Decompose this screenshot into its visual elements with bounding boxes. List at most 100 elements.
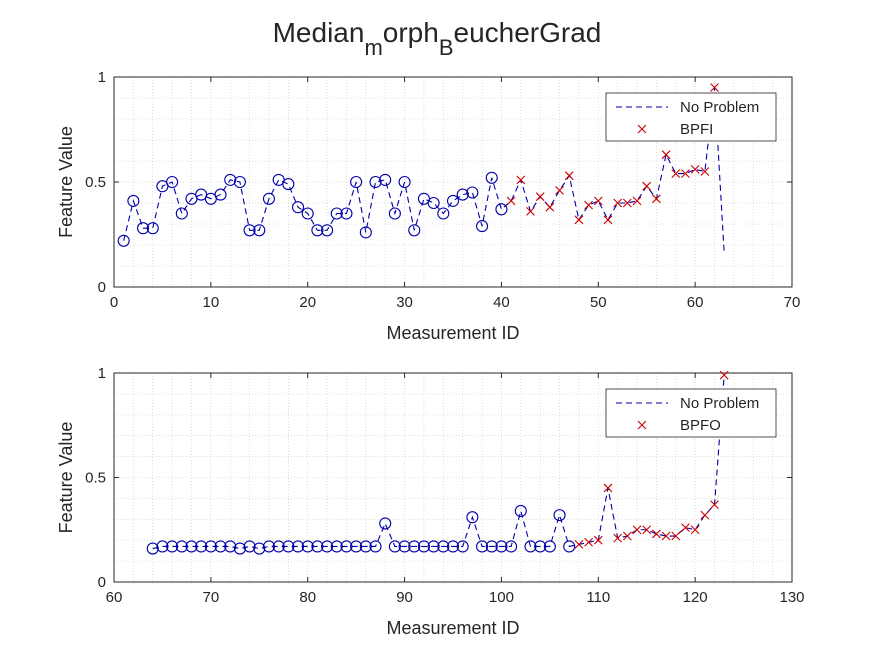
x-tick-label: 90 <box>396 589 413 606</box>
y-tick-label: 0 <box>98 279 106 296</box>
y-axis-label: Feature Value <box>56 126 76 238</box>
x-tick-label: 50 <box>590 294 607 311</box>
data-point-no-problem <box>408 224 421 237</box>
data-point-no-problem <box>485 171 498 184</box>
title-subscript: B <box>439 35 454 60</box>
data-point-bpfi <box>584 200 593 210</box>
x-tick-label: 130 <box>779 589 804 606</box>
data-point-bpfi <box>555 186 564 195</box>
data-point-no-problem <box>466 186 479 199</box>
data-point-no-problem <box>301 540 314 553</box>
data-point-no-problem <box>427 196 440 210</box>
data-point-no-problem <box>233 542 246 555</box>
data-point-bpfi <box>710 83 719 92</box>
data-point-no-problem <box>185 540 198 553</box>
figure-title: MedianmorphBeucherGrad <box>273 17 602 60</box>
data-point-no-problem <box>495 203 508 216</box>
data-point-no-problem <box>117 234 130 247</box>
data-point-bpfi <box>593 196 603 206</box>
data-point-no-problem <box>398 540 411 553</box>
data-point-no-problem <box>243 540 256 553</box>
data-point-no-problem <box>204 540 217 553</box>
x-tick-label: 70 <box>203 589 220 606</box>
x-tick-label: 20 <box>299 294 316 311</box>
data-point-bpfo <box>652 529 661 539</box>
data-point-no-problem <box>146 222 159 235</box>
data-point-bpfi <box>613 198 623 208</box>
data-point-bpfi <box>516 175 526 185</box>
data-point-no-problem <box>369 540 382 553</box>
x-tick-label: 120 <box>683 589 708 606</box>
data-point-no-problem <box>301 207 314 220</box>
data-point-no-problem <box>369 175 382 189</box>
data-point-no-problem <box>437 540 450 553</box>
data-point-no-problem <box>291 540 305 553</box>
data-point-no-problem <box>388 540 401 553</box>
x-tick-label: 60 <box>687 294 704 311</box>
legend-box <box>605 92 777 142</box>
data-point-no-problem <box>534 540 547 553</box>
data-point-no-problem <box>398 175 411 189</box>
data-point-no-problem <box>127 194 140 207</box>
data-point-bpfo <box>622 531 632 541</box>
data-point-bpfo <box>710 500 719 510</box>
data-point-no-problem <box>321 224 334 237</box>
data-point-no-problem <box>195 540 208 553</box>
data-point-bpfo <box>632 525 642 535</box>
series-line-no-problem <box>152 375 725 550</box>
x-axis-label: Measurement ID <box>386 618 519 638</box>
x-tick-label: 40 <box>493 294 510 311</box>
data-point-no-problem <box>524 540 537 553</box>
x-tick-label: 30 <box>396 294 413 311</box>
data-point-bpfi <box>632 196 642 206</box>
data-point-no-problem <box>427 540 440 553</box>
data-point-no-problem <box>379 517 392 530</box>
legend-label-no-problem: No Problem <box>680 395 759 412</box>
data-point-no-problem <box>146 542 159 555</box>
data-point-bpfo <box>574 539 584 549</box>
data-point-no-problem <box>563 540 576 553</box>
data-point-no-problem <box>408 540 421 553</box>
data-point-no-problem <box>214 188 227 201</box>
data-point-bpfo <box>584 537 593 547</box>
y-tick-label: 0.5 <box>85 470 106 487</box>
data-point-no-problem <box>282 178 295 191</box>
x-axis-label: Measurement ID <box>386 323 519 343</box>
data-point-no-problem <box>311 540 324 553</box>
data-point-no-problem <box>485 540 498 553</box>
data-point-no-problem <box>437 207 450 220</box>
data-point-no-problem <box>272 540 285 553</box>
legend-swatch-bpfi <box>637 124 647 134</box>
title-part: eucherGrad <box>454 17 602 48</box>
data-point-bpfo <box>593 535 603 545</box>
data-point-no-problem <box>175 207 188 220</box>
data-point-bpfi <box>545 202 555 212</box>
y-tick-label: 0 <box>98 574 106 591</box>
data-point-bpfi <box>671 169 681 178</box>
data-point-no-problem <box>214 540 227 553</box>
data-point-no-problem <box>446 540 460 553</box>
data-point-bpfi <box>700 167 710 176</box>
data-point-no-problem <box>330 207 343 220</box>
data-point-no-problem <box>446 194 460 207</box>
data-point-no-problem <box>456 188 469 201</box>
data-point-no-problem <box>233 175 246 189</box>
x-tick-label: 110 <box>586 589 610 606</box>
data-point-no-problem <box>224 540 237 553</box>
data-point-no-problem <box>379 173 392 186</box>
data-point-bpfi <box>652 194 661 204</box>
data-point-no-problem <box>291 201 305 214</box>
data-point-no-problem <box>243 224 256 237</box>
data-point-bpfi <box>622 198 632 208</box>
data-point-no-problem <box>166 175 179 189</box>
title-subscript: m <box>364 35 382 60</box>
data-point-no-problem <box>156 540 169 553</box>
x-tick-label: 0 <box>110 294 118 311</box>
data-point-bpfo <box>613 533 623 543</box>
legend-swatch-bpfo <box>637 420 647 430</box>
data-point-no-problem <box>553 509 566 522</box>
data-point-no-problem <box>476 540 489 553</box>
data-point-no-problem <box>476 220 489 233</box>
title-part: Median <box>273 17 365 48</box>
data-point-bpfi <box>564 171 574 181</box>
